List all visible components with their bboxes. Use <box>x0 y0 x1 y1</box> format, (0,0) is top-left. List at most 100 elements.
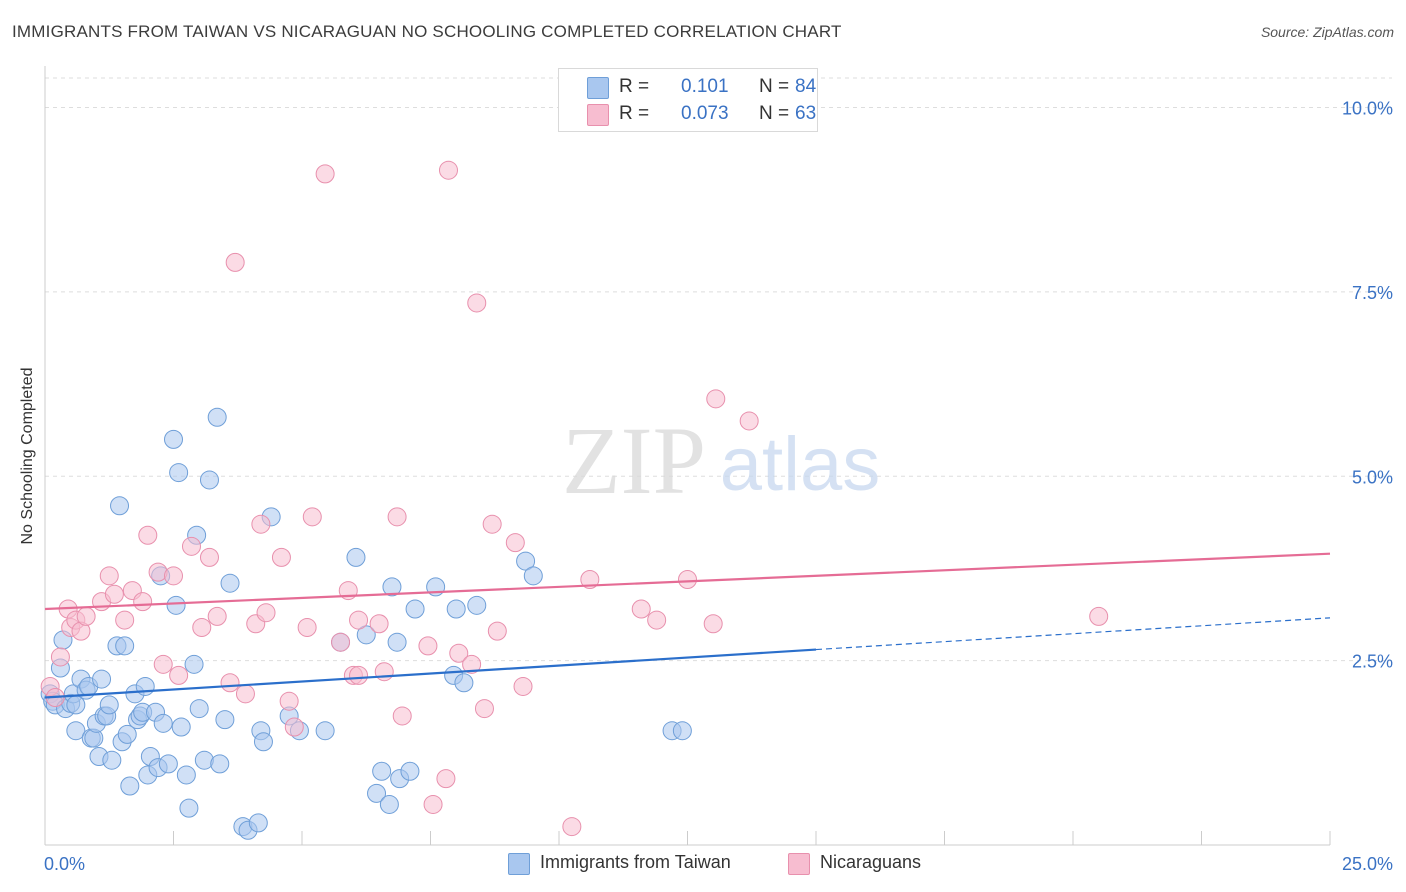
y-tick-label: 10.0% <box>1342 99 1393 119</box>
point-nicaraguans <box>739 411 759 431</box>
point-taiwan <box>454 673 474 693</box>
point-nicaraguans <box>418 636 438 656</box>
point-taiwan <box>379 794 399 814</box>
point-taiwan <box>184 654 204 674</box>
legend-n-label: N = <box>759 76 790 97</box>
point-nicaraguans <box>482 514 502 534</box>
point-taiwan <box>169 463 189 483</box>
point-nicaraguans <box>474 699 494 719</box>
point-taiwan <box>117 724 137 744</box>
point-taiwan <box>166 595 186 615</box>
point-nicaraguans <box>392 706 412 726</box>
point-taiwan <box>382 577 402 597</box>
point-nicaraguans <box>115 610 135 630</box>
point-nicaraguans <box>647 610 667 630</box>
point-nicaraguans <box>703 614 723 634</box>
y-axis-label: No Schooling Completed <box>19 367 36 545</box>
point-nicaraguans <box>192 617 212 637</box>
point-nicaraguans <box>487 621 507 641</box>
point-taiwan <box>372 761 392 781</box>
tick-labels: 2.5% 5.0% 7.5% 10.0% 0.0% 25.0% <box>44 99 1393 875</box>
correlation-legend: R = 0.101 N = 84 R = 0.073 N = 63 <box>558 68 818 132</box>
legend-r-value: 0.101 <box>681 76 729 97</box>
point-nicaraguans <box>225 252 245 272</box>
chart-title: IMMIGRANTS FROM TAIWAN VS NICARAGUAN NO … <box>12 22 842 41</box>
point-nicaraguans <box>449 643 469 663</box>
legend-n-value: 84 <box>795 76 817 97</box>
legend-r-label: R = <box>619 103 650 124</box>
legend-n-label: N = <box>759 103 790 124</box>
point-nicaraguans <box>235 684 255 704</box>
gridlines <box>45 77 1392 662</box>
point-nicaraguans <box>297 617 317 637</box>
series-label-taiwan: Immigrants from Taiwan <box>540 852 731 872</box>
legend-r-value: 0.073 <box>681 103 729 124</box>
legend-r-label: R = <box>619 76 650 97</box>
point-taiwan <box>405 599 425 619</box>
source-label: Source: ZipAtlas.com <box>1260 24 1394 40</box>
point-nicaraguans <box>369 614 389 634</box>
legend-swatch-nicaraguans <box>587 104 609 126</box>
point-nicaraguans <box>181 536 201 556</box>
point-taiwan <box>215 710 235 730</box>
point-nicaraguans <box>302 507 322 527</box>
point-taiwan <box>171 717 191 737</box>
legend-n-value: 63 <box>795 103 817 124</box>
data-points <box>40 160 1109 840</box>
point-nicaraguans <box>251 514 271 534</box>
point-nicaraguans <box>104 584 124 604</box>
point-nicaraguans <box>1089 606 1109 626</box>
point-nicaraguans <box>423 794 443 814</box>
point-nicaraguans <box>374 662 394 682</box>
point-nicaraguans <box>169 665 189 685</box>
point-taiwan <box>153 713 173 733</box>
point-nicaraguans <box>76 606 96 626</box>
trend-lines <box>44 552 1331 699</box>
series-swatch-nicaraguans <box>788 853 810 875</box>
point-taiwan <box>356 625 376 645</box>
point-nicaraguans <box>164 566 183 586</box>
point-nicaraguans <box>138 525 158 545</box>
point-nicaraguans <box>284 717 304 737</box>
point-nicaraguans <box>387 507 407 527</box>
point-taiwan <box>516 551 536 571</box>
point-taiwan <box>199 470 219 490</box>
axes <box>44 66 1331 846</box>
point-taiwan <box>158 754 178 774</box>
point-taiwan <box>99 695 119 715</box>
trend-line-dashed-taiwan <box>815 617 1331 651</box>
legend-swatch-taiwan <box>587 77 609 99</box>
point-taiwan <box>66 721 86 741</box>
point-taiwan <box>110 496 130 516</box>
point-taiwan <box>248 813 268 833</box>
y-tick-label: 5.0% <box>1352 467 1393 487</box>
point-taiwan <box>346 547 366 567</box>
point-taiwan <box>387 632 407 652</box>
point-taiwan <box>523 566 543 586</box>
point-taiwan <box>446 599 466 619</box>
point-nicaraguans <box>513 676 533 696</box>
trend-line-nicaraguans <box>44 552 1331 611</box>
point-nicaraguans <box>505 533 525 553</box>
point-nicaraguans <box>50 647 70 667</box>
point-nicaraguans <box>349 665 369 685</box>
point-nicaraguans <box>678 570 697 589</box>
y-tick-label: 2.5% <box>1352 652 1393 672</box>
point-taiwan <box>210 754 230 774</box>
point-taiwan <box>189 699 209 719</box>
point-nicaraguans <box>349 610 369 630</box>
point-taiwan <box>176 765 196 785</box>
point-nicaraguans <box>99 566 119 586</box>
point-taiwan <box>102 750 122 770</box>
point-nicaraguans <box>207 606 227 626</box>
point-nicaraguans <box>438 160 458 180</box>
point-taiwan <box>672 721 692 741</box>
point-taiwan <box>367 783 387 803</box>
point-taiwan <box>92 669 112 689</box>
point-nicaraguans <box>706 389 726 409</box>
x-tick-label: 25.0% <box>1342 854 1393 874</box>
point-taiwan <box>400 761 420 781</box>
point-nicaraguans <box>271 547 291 567</box>
point-nicaraguans <box>133 592 153 612</box>
